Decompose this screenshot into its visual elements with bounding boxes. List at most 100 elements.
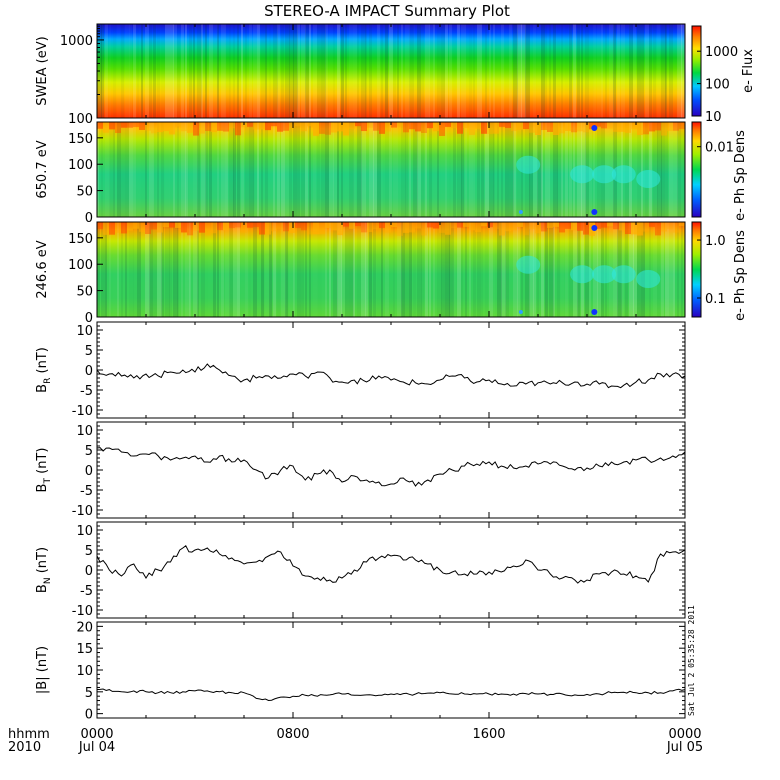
spectrogram-strip — [121, 222, 123, 317]
spectrogram-strip — [433, 222, 435, 317]
spectrogram-strip — [553, 222, 559, 227]
spectrogram-strip — [283, 222, 289, 232]
spectrogram-strip — [501, 222, 506, 317]
spectrogram-strip — [185, 222, 190, 317]
spectrogram-strip — [523, 222, 529, 236]
colorbar-label: e- Flux — [741, 49, 756, 93]
spectrogram-strip — [127, 222, 133, 231]
spectrogram-blob — [591, 225, 598, 231]
spectrogram-blob — [516, 255, 541, 274]
spectrogram-strip — [565, 122, 568, 217]
spectrogram-strip — [517, 222, 523, 227]
spectrogram-strip — [485, 24, 487, 118]
spectrogram-strip — [153, 24, 156, 118]
spectrogram-strip — [457, 24, 460, 118]
spectrogram-strip — [561, 122, 563, 217]
spectrogram-strip — [417, 24, 421, 118]
spectrogram-strip — [607, 222, 613, 227]
spectrogram-strip — [187, 122, 193, 133]
spectrogram-strip — [273, 122, 275, 217]
spectrogram-strip — [281, 24, 284, 118]
spectrogram-strip — [325, 222, 331, 229]
spectrogram-strip — [509, 24, 512, 118]
spectrogram-strip — [213, 222, 216, 317]
spectrogram-strip — [645, 122, 648, 217]
spectrogram-strip — [257, 24, 260, 118]
spectrogram-strip — [121, 122, 125, 217]
spectrogram-strip — [301, 222, 304, 317]
spectrogram-strip — [469, 122, 473, 217]
spectrogram-strip — [295, 222, 301, 228]
spectrogram-strip — [677, 222, 679, 317]
spectrogram-strip — [249, 24, 252, 118]
spectrogram-strip — [427, 222, 433, 228]
spectrogram-strip — [365, 24, 367, 118]
spectrogram-strip — [145, 122, 151, 131]
spectrogram-strip — [357, 24, 359, 118]
colorbar — [691, 121, 702, 218]
spectrogram-strip — [115, 222, 121, 233]
spectrogram-strip — [197, 222, 199, 317]
spectrogram-strip — [649, 24, 652, 118]
spectrogram-strip — [357, 222, 361, 317]
spectrogram-strip — [161, 24, 165, 118]
spectrogram-strip — [441, 24, 445, 118]
spectrogram-strip — [473, 24, 475, 118]
spectrogram-strip — [105, 24, 108, 118]
spectrogram-strip — [161, 122, 164, 217]
spectrogram-strip — [453, 24, 456, 118]
colorbar-tick-label: 1000 — [705, 45, 738, 60]
spectrogram-strip — [681, 122, 686, 217]
spectrogram-strip — [349, 222, 355, 229]
spectrogram-strip — [521, 24, 526, 118]
spectrogram-strip — [357, 122, 362, 217]
spectrogram-strip — [653, 24, 656, 118]
spectrogram-strip — [537, 24, 541, 118]
spectrogram-strip — [337, 222, 343, 236]
spectrogram-strip — [293, 222, 295, 317]
spectrogram-strip — [221, 24, 226, 118]
spectrogram-strip — [607, 122, 613, 129]
colorbar-tick-label: 10 — [705, 110, 722, 125]
spectrogram-strip — [289, 122, 292, 217]
spectrogram-strip — [413, 24, 415, 118]
spectrogram-strip — [633, 222, 637, 317]
spectrogram-strip — [609, 24, 614, 118]
spectrogram-strip — [653, 222, 657, 317]
spectrogram-strip — [133, 222, 139, 229]
y-tick-label: 150 — [68, 232, 93, 247]
spectrogram-strip — [313, 24, 317, 118]
spectrogram-strip — [269, 24, 271, 118]
time-axis-label-year: 2010 — [8, 740, 41, 755]
series-line — [96, 688, 686, 702]
spectrogram-strip — [625, 122, 631, 133]
spectrogram-strip — [187, 222, 193, 236]
spectrogram-strip — [229, 122, 235, 129]
spectrogram-strip — [565, 122, 571, 131]
spectrogram-strip — [193, 122, 198, 217]
spectrogram-strip — [109, 122, 113, 217]
spectrogram-strip — [373, 122, 379, 131]
spectrogram-strip — [201, 222, 205, 317]
spectrogram-strip — [333, 24, 335, 118]
spectrogram-strip — [401, 122, 406, 217]
spectrogram-strip — [331, 222, 337, 231]
spectrogram-strip — [537, 122, 542, 217]
spectrogram-strip — [541, 122, 543, 217]
spectrogram-strip — [489, 122, 494, 217]
spectrogram-strip — [477, 122, 480, 217]
spectrogram-strip — [301, 122, 307, 132]
spectrogram-strip — [365, 222, 368, 317]
spectrogram-blob — [636, 270, 661, 288]
spectrogram-strip — [401, 24, 403, 118]
spectrogram-strip — [101, 24, 104, 118]
spectrogram-strip — [337, 24, 340, 118]
spectrogram-strip — [217, 222, 223, 231]
spectrogram-strip — [313, 222, 319, 235]
spectrogram-strip — [109, 222, 111, 317]
spectrogram-strip — [353, 222, 355, 317]
spectrogram-blob — [592, 265, 617, 284]
spectrogram-strip — [325, 222, 327, 317]
